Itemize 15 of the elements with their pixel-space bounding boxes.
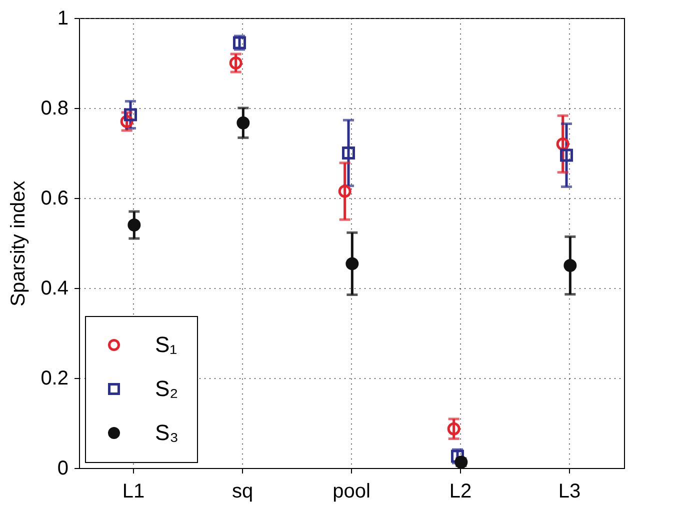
legend-label: S₁ [155, 332, 178, 357]
y-tick-label: 0.8 [40, 98, 68, 120]
legend-label: S₃ [155, 420, 179, 445]
x-tick-label: pool [332, 480, 370, 502]
x-tick-label: L2 [449, 480, 472, 502]
y-tick-label: 0.6 [40, 188, 68, 210]
y-tick-label: 1 [57, 8, 68, 30]
y-axis-title: Sparsity index [8, 180, 30, 306]
x-tick-label: L3 [558, 480, 581, 502]
y-tick-label: 0.4 [40, 278, 68, 300]
y-tick-label: 0.2 [40, 368, 68, 390]
y-tick-label: 0 [57, 458, 68, 480]
legend-label: S₂ [155, 376, 178, 401]
x-tick-label: sq [232, 480, 254, 502]
x-tick-label: L1 [122, 480, 145, 502]
